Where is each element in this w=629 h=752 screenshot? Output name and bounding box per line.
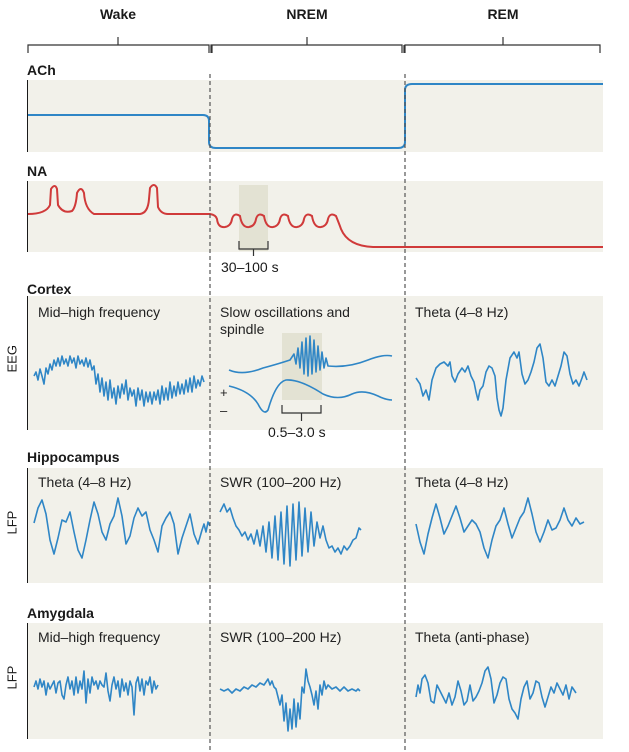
ach-title: ACh (27, 62, 56, 78)
polarity-plus: + (220, 385, 228, 400)
ach-trace (28, 83, 603, 149)
na-highlight (239, 185, 268, 251)
lfp-hippo-wake-trace (33, 497, 211, 559)
amygdala-title: Amygdala (27, 605, 94, 621)
eeg-rem-trace (415, 343, 588, 417)
stage-brackets (27, 37, 601, 53)
na-panel (27, 181, 603, 252)
hippo-wake-label: Theta (4–8 Hz) (38, 474, 132, 490)
cortex-traces (33, 335, 588, 417)
lfp-amyg-rem-trace (415, 666, 577, 720)
hippocampus-panel: Theta (4–8 Hz) SWR (100–200 Hz) Theta (4… (5, 468, 603, 583)
stage-label-wake: Wake (99, 6, 137, 22)
na-trace (27, 184, 603, 248)
na-bracket-label: 30–100 s (221, 259, 279, 275)
amyg-nrem-label: SWR (100–200 Hz) (220, 629, 342, 645)
lfp-hippo-nrem-swr-trace (219, 501, 362, 567)
amyg-rem-label: Theta (anti-phase) (415, 629, 530, 645)
cortex-wake-label: Mid–high frequency (38, 304, 161, 320)
eeg-nrem-slow-trace (228, 379, 393, 413)
hippocampus-traces (33, 497, 585, 567)
stage-label-rem: REM (487, 6, 519, 22)
cortex-rem-label: Theta (4–8 Hz) (415, 304, 509, 320)
amyg-wake-label: Mid–high frequency (38, 629, 161, 645)
hippocampus-title: Hippocampus (27, 449, 120, 465)
hippo-rem-label: Theta (4–8 Hz) (415, 474, 509, 490)
na-title: NA (27, 163, 48, 179)
cortex-title: Cortex (27, 281, 72, 297)
eeg-wake-trace (33, 355, 205, 407)
ach-panel (27, 80, 603, 152)
polarity-minus: – (220, 403, 228, 418)
amygdala-panel: Mid–high frequency SWR (100–200 Hz) Thet… (5, 623, 603, 739)
stage-label-nrem: NREM (286, 6, 328, 22)
lfp-amyg-wake-trace (33, 670, 159, 716)
spindle-bracket-label: 0.5–3.0 s (268, 424, 326, 440)
lfp-amyg-nrem-swr-trace (219, 668, 361, 732)
cortex-panel: Mid–high frequency Slow oscillations and… (5, 296, 603, 430)
hippo-nrem-label: SWR (100–200 Hz) (220, 474, 342, 490)
cortex-nrem-label-line1: Slow oscillations and (220, 304, 350, 320)
lfp-hippo-rem-trace (415, 497, 585, 559)
cortex-nrem-label-line2: spindle (220, 321, 265, 337)
eeg-nrem-spindle-trace (228, 335, 393, 377)
amygdala-traces (33, 666, 577, 732)
